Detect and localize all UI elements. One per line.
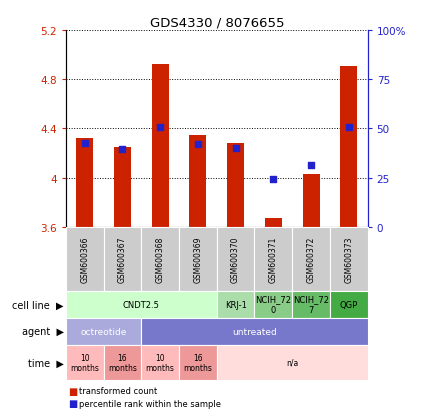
Bar: [340, 66, 357, 227]
Point: [346, 125, 352, 131]
Text: GSM600366: GSM600366: [80, 236, 89, 282]
Text: NCIH_72
0: NCIH_72 0: [255, 295, 291, 314]
Text: CNDT2.5: CNDT2.5: [123, 300, 160, 309]
Text: GSM600369: GSM600369: [193, 236, 202, 282]
Text: n/a: n/a: [286, 358, 298, 367]
Text: GSM600371: GSM600371: [269, 236, 278, 282]
Bar: [152, 65, 169, 227]
Text: cell line  ▶: cell line ▶: [12, 299, 64, 310]
Text: GSM600372: GSM600372: [306, 236, 315, 282]
Text: 16
months: 16 months: [108, 353, 137, 372]
Bar: [265, 218, 282, 227]
Text: GSM600373: GSM600373: [344, 236, 353, 282]
Point: [195, 142, 201, 148]
Text: 10
months: 10 months: [70, 353, 99, 372]
Text: ■: ■: [68, 386, 77, 396]
Bar: [190, 135, 207, 227]
Text: QGP: QGP: [340, 300, 358, 309]
Bar: [114, 147, 131, 227]
Text: 10
months: 10 months: [146, 353, 175, 372]
Text: GSM600370: GSM600370: [231, 236, 240, 282]
Point: [270, 176, 277, 183]
Title: GDS4330 / 8076655: GDS4330 / 8076655: [150, 17, 284, 30]
Point: [119, 147, 126, 153]
Text: NCIH_72
7: NCIH_72 7: [293, 295, 329, 314]
Text: untreated: untreated: [232, 327, 277, 336]
Bar: [227, 144, 244, 227]
Bar: [76, 139, 93, 227]
Text: time  ▶: time ▶: [28, 357, 64, 368]
Text: percentile rank within the sample: percentile rank within the sample: [79, 399, 221, 408]
Text: octreotide: octreotide: [80, 327, 127, 336]
Point: [157, 125, 164, 131]
Text: KRJ-1: KRJ-1: [225, 300, 246, 309]
Text: agent  ▶: agent ▶: [22, 326, 64, 337]
Text: 16
months: 16 months: [184, 353, 212, 372]
Text: GSM600368: GSM600368: [156, 236, 164, 282]
Text: transformed count: transformed count: [79, 386, 157, 395]
Text: GSM600367: GSM600367: [118, 236, 127, 282]
Point: [81, 140, 88, 147]
Bar: [303, 174, 320, 227]
Point: [308, 163, 314, 169]
Text: ■: ■: [68, 398, 77, 408]
Point: [232, 145, 239, 152]
